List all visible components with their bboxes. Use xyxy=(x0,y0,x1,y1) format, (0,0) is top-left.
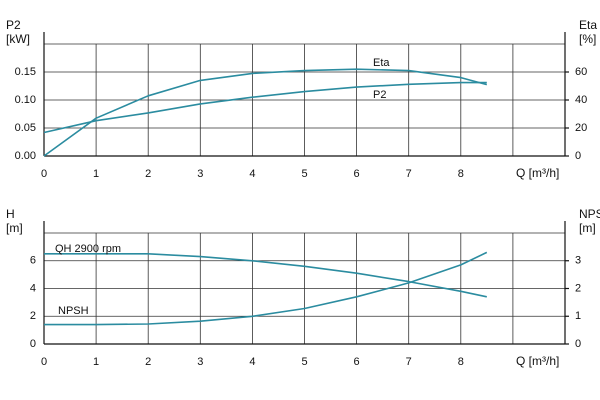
y2-axis-label: [m] xyxy=(579,221,596,235)
series-label: NPSH xyxy=(58,305,89,317)
x-tick-label: 3 xyxy=(197,356,203,368)
x-tick-label: 4 xyxy=(249,356,255,368)
x-tick-label: 5 xyxy=(301,168,307,180)
x-tick-label: 1 xyxy=(93,168,99,180)
y-tick-label: 4 xyxy=(30,282,36,294)
y-axis-label: [m] xyxy=(6,221,23,235)
y2-tick-label: 0 xyxy=(575,150,581,162)
x-tick-label: 8 xyxy=(458,356,464,368)
series-label: P2 xyxy=(373,89,386,101)
x-tick-label: 0 xyxy=(41,168,47,180)
x-tick-label: 7 xyxy=(406,356,412,368)
y-tick-label: 6 xyxy=(30,255,36,267)
x-tick-label: 6 xyxy=(354,168,360,180)
x-tick-label: 7 xyxy=(406,168,412,180)
curve xyxy=(43,81,487,134)
y-axis-label: H xyxy=(6,207,15,221)
y2-tick-label: 1 xyxy=(575,310,581,322)
y-tick-label: 0 xyxy=(30,338,36,350)
y-tick-label: 0.05 xyxy=(15,122,36,134)
y-tick-label: 0.00 xyxy=(15,150,36,162)
x-tick-label: 4 xyxy=(249,168,255,180)
x-tick-label: 8 xyxy=(458,168,464,180)
y2-axis-label: NPSH xyxy=(579,207,600,221)
x-tick-label: 5 xyxy=(301,356,307,368)
curve xyxy=(44,253,487,298)
y-tick-label: 0.10 xyxy=(15,94,36,106)
y2-tick-label: 40 xyxy=(575,94,587,106)
x-tick-label: 2 xyxy=(145,168,151,180)
series-label: QH 2900 rpm xyxy=(55,243,121,255)
y-tick-label: 2 xyxy=(30,310,36,322)
y2-axis-label: [%] xyxy=(579,32,596,46)
x-tick-label: 3 xyxy=(197,168,203,180)
y2-tick-label: 2 xyxy=(575,282,581,294)
y2-tick-label: 60 xyxy=(575,66,587,78)
y2-tick-label: 3 xyxy=(575,255,581,267)
x-tick-label: 6 xyxy=(354,356,360,368)
y-tick-label: 0.15 xyxy=(15,66,36,78)
curve xyxy=(44,251,488,326)
x-axis-label: Q [m³/h] xyxy=(516,354,559,368)
x-tick-label: 2 xyxy=(145,356,151,368)
series-label: Eta xyxy=(373,57,390,69)
x-tick-label: 1 xyxy=(93,356,99,368)
curve xyxy=(43,68,488,157)
y2-axis-label: Eta xyxy=(579,18,597,32)
x-tick-label: 0 xyxy=(41,356,47,368)
y-axis-label: [kW] xyxy=(6,32,30,46)
y-axis-label: P2 xyxy=(6,18,21,32)
y2-tick-label: 20 xyxy=(575,122,587,134)
x-axis-label: Q [m³/h] xyxy=(516,166,559,180)
y2-tick-label: 0 xyxy=(575,338,581,350)
